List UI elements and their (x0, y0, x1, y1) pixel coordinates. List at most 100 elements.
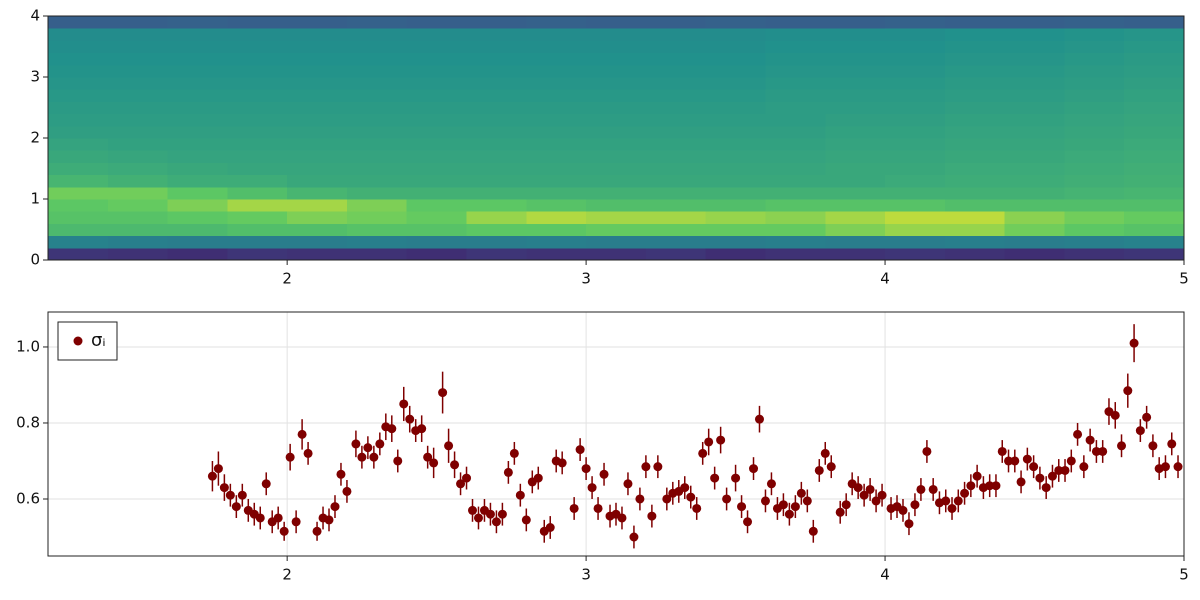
heatmap-cell (1124, 16, 1185, 29)
heatmap-cell (107, 162, 169, 176)
heatmap-cell (227, 162, 288, 176)
heatmap-cell (705, 174, 766, 188)
data-point (647, 511, 657, 521)
heatmap-cell (227, 77, 288, 90)
heatmap-cell (227, 235, 288, 249)
heatmap-cell (406, 101, 468, 115)
heatmap-cell (944, 113, 1006, 127)
data-point (387, 424, 397, 434)
heatmap-cell (765, 150, 826, 163)
heatmap-cell (346, 186, 408, 200)
heatmap-cell (885, 138, 946, 151)
heatmap-cell (48, 138, 109, 151)
data-point (985, 481, 995, 491)
data-point (1142, 412, 1152, 422)
data-point (960, 488, 970, 498)
heatmap-cell (406, 174, 468, 188)
heatmap-cell (586, 64, 647, 78)
data-point (1022, 454, 1032, 464)
data-point (692, 503, 702, 513)
data-point (1047, 471, 1057, 481)
heatmap-cell (167, 235, 228, 249)
heatmap-cell (645, 16, 707, 29)
data-point (336, 469, 346, 479)
data-point (231, 502, 241, 512)
heatmap-cell (1004, 235, 1065, 249)
heatmap-cell (1004, 125, 1065, 139)
heatmap-cell (1124, 199, 1185, 212)
heatmap-cell (705, 52, 766, 66)
data-point (399, 399, 409, 409)
heatmap-cell (466, 162, 527, 176)
heatmap-cell (1004, 52, 1065, 66)
heatmap-cell (1124, 247, 1185, 261)
data-point (1054, 465, 1064, 475)
heatmap-cell (944, 89, 1006, 102)
heatmap-cell (346, 211, 408, 224)
heatmap-cell (526, 52, 587, 66)
heatmap-cell (1004, 138, 1065, 151)
heatmap-cell (1004, 223, 1065, 237)
heatmap-cell (765, 235, 826, 249)
heatmap-cell (885, 186, 946, 200)
data-point (1173, 462, 1183, 472)
data-point (342, 486, 352, 496)
heatmap-cell (1124, 162, 1185, 176)
data-point (444, 441, 454, 451)
heatmap-cell (825, 113, 886, 127)
heatmap-cell (346, 64, 408, 78)
heatmap-cell (48, 113, 109, 127)
heatmap-cell (645, 235, 707, 249)
heatmap-cell (107, 150, 169, 163)
x-tick-label: 5 (1179, 270, 1189, 288)
heatmap-cell (406, 64, 468, 78)
data-point (865, 484, 875, 494)
heatmap-cell (287, 125, 348, 139)
data-point (686, 492, 696, 502)
heatmap-cell (765, 162, 826, 176)
heatmap-cell (1124, 211, 1185, 224)
heatmap-cell (825, 162, 886, 176)
heatmap-cell (48, 40, 109, 54)
heatmap-cell (107, 199, 169, 212)
data-point (375, 439, 385, 449)
heatmap-cell (825, 89, 886, 102)
data-point (749, 464, 759, 474)
heatmap-cell (825, 64, 886, 78)
data-point (784, 509, 794, 519)
y-tick-label: 0.6 (16, 489, 40, 507)
data-point (491, 517, 501, 527)
heatmap-cell (645, 150, 707, 163)
data-point (898, 505, 908, 515)
data-point (237, 490, 247, 500)
heatmap-cell (705, 40, 766, 54)
data-point (710, 473, 720, 483)
data-point (599, 469, 609, 479)
heatmap-cell (586, 28, 647, 41)
data-point (617, 513, 627, 523)
heatmap-cell (287, 235, 348, 249)
heatmap-cell (466, 223, 527, 237)
heatmap-cell (765, 113, 826, 127)
heatmap-cell (1124, 64, 1185, 78)
heatmap-cell (466, 174, 527, 188)
heatmap-cell (705, 162, 766, 176)
heatmap-cell (227, 150, 288, 163)
data-point (357, 452, 367, 462)
x-tick-label: 3 (581, 270, 591, 288)
heatmap-cell (526, 89, 587, 102)
data-point (904, 519, 914, 529)
heatmap-cell (346, 138, 408, 151)
heatmap-cell (1004, 150, 1065, 163)
x-tick-label: 2 (282, 270, 292, 288)
heatmap-cell (466, 247, 527, 261)
heatmap-cell (466, 150, 527, 163)
heatmap-cell (586, 101, 647, 115)
data-point (778, 500, 788, 510)
heatmap-cell (586, 113, 647, 127)
heatmap-cell (885, 199, 946, 212)
heatmap-cell (1124, 89, 1185, 102)
heatmap-cell (227, 223, 288, 237)
heatmap-cell (765, 138, 826, 151)
heatmap-cell (346, 162, 408, 176)
